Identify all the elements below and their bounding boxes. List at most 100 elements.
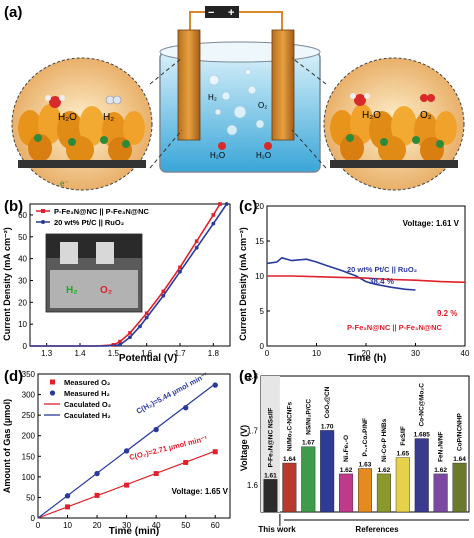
chart-e-category-label: NS/Ni₂P/CC bbox=[305, 399, 312, 435]
cell-o2-label: O₂ bbox=[258, 101, 267, 110]
electron-label: e⁻ bbox=[60, 179, 69, 188]
chart-e-category-label: CoP/NCNHP bbox=[457, 412, 464, 451]
left-product-label: H₂ bbox=[103, 112, 114, 123]
chart-e-value-label: 1.62 bbox=[340, 467, 353, 474]
chart-b: 1.3 1.4 1.5 1.6 1.7 1.8 0 10 20 30 40 50 60 H₂ O₂ P-… bbox=[2, 202, 231, 364]
chart-b-point bbox=[178, 265, 182, 270]
chart-e-bar bbox=[263, 479, 278, 513]
schematic-illustration: H₂O H₂ − + H₂ O₂ H₂O H₂O bbox=[11, 6, 465, 191]
substrate-right bbox=[330, 160, 458, 168]
chart-d-xtick-label: 20 bbox=[93, 521, 102, 530]
chart-b-xtick-label: 1.5 bbox=[108, 349, 120, 358]
panel-label-d: (d) bbox=[4, 368, 24, 385]
chart-c-series-line-0 bbox=[266, 256, 416, 291]
chart-e-category-label: P₀.₈Co₂P/NF bbox=[362, 418, 369, 457]
panel-b: (b) 1.3 1.4 1.5 1.6 1.7 1.8 0 10 20 30 40 50 60 H₂ O… bbox=[0, 196, 237, 366]
chart-d-ylabel: Amount of Gas (µmol) bbox=[2, 399, 12, 493]
chart-d-xtick-label: 0 bbox=[36, 521, 41, 530]
chart-d-legend-label: Measured H₂ bbox=[64, 389, 110, 398]
zoom-connectors bbox=[149, 57, 327, 169]
chart-d-point-o2 bbox=[212, 449, 218, 455]
chart-b-ytick-label: 20 bbox=[18, 298, 27, 307]
chart-c: 0 10 20 30 40 0 5 10 15 20 Voltage: 1.61 V 38.4 %… bbox=[238, 202, 470, 364]
chart-d-ytick-label: 50 bbox=[26, 493, 35, 502]
chart-e-bar bbox=[395, 457, 410, 513]
chart-e-bar bbox=[376, 473, 391, 513]
chart-b-point bbox=[178, 269, 182, 274]
chart-b-xlabel: Potential (V) bbox=[119, 353, 177, 364]
chart-d-xlabel: Time (min) bbox=[109, 526, 159, 537]
chart-e-bar bbox=[357, 468, 373, 513]
chart-b-point bbox=[211, 213, 216, 217]
chart-b-xtick-label: 1.3 bbox=[41, 349, 53, 358]
chart-b-point bbox=[161, 293, 166, 298]
chart-e-value-label: 1.70 bbox=[321, 423, 334, 430]
chart-c-xlabel: Time (h) bbox=[348, 353, 387, 364]
chart-b-point bbox=[118, 339, 122, 344]
cell-h2o-left-label: H₂O bbox=[210, 151, 225, 160]
panel-label-c: (c) bbox=[239, 198, 258, 215]
chart-b-plot-frame bbox=[29, 203, 231, 347]
electrolyzer-photo-inset: H₂ O₂ bbox=[45, 233, 143, 313]
chart-b-legend-marker bbox=[41, 220, 45, 224]
chart-e-bar bbox=[414, 438, 429, 513]
chart-e-category-label: FeN₃N/NF bbox=[438, 431, 445, 461]
chart-b-ytick-label: 0 bbox=[23, 342, 28, 351]
chart-c-annotation-fe: 9.2 % bbox=[437, 309, 457, 318]
chart-b-xtick-label: 1.8 bbox=[208, 349, 220, 358]
chart-b-point bbox=[218, 202, 222, 206]
chart-c-xtick-label: 20 bbox=[362, 349, 371, 358]
chart-b-point bbox=[128, 335, 132, 340]
chart-d-fit-line-2 bbox=[37, 450, 216, 519]
chart-e-category-label: Ni/Mo₂C-NCNFs bbox=[286, 402, 293, 451]
electrolyzer-cell: − + H₂ O₂ H₂O H₂O bbox=[159, 6, 321, 173]
right-reactant-label: H₂O bbox=[362, 110, 381, 121]
chart-b-point bbox=[211, 221, 216, 226]
chart-b-point bbox=[161, 289, 166, 294]
panel-d: (d) 0 10 20 30 40 50 60 0 50 100 150 200 250 300 350 M… bbox=[0, 366, 237, 538]
chart-e-bar bbox=[433, 473, 448, 513]
chart-c-xtick-label: 30 bbox=[411, 349, 420, 358]
gas-bubbles bbox=[208, 68, 265, 136]
chart-b-point bbox=[144, 315, 149, 320]
chart-d-point-h2 bbox=[212, 382, 218, 388]
chart-e-category-label: Co-NC@Mo₂C bbox=[419, 383, 426, 427]
left-magnified-view: H₂O H₂ bbox=[11, 57, 153, 191]
chart-d-xtick-label: 40 bbox=[152, 521, 161, 530]
inset-o2-label: O₂ bbox=[100, 285, 112, 296]
panel-label-b: (b) bbox=[4, 198, 24, 215]
chart-d: 0 10 20 30 40 50 60 0 50 100 150 200 250 300 350 Measu… bbox=[2, 370, 231, 537]
chart-e-value-label: 1.62 bbox=[378, 467, 391, 474]
chart-e-value-label: 1.63 bbox=[359, 461, 372, 468]
chart-b-ylabel: Current Density (mA cm⁻²) bbox=[2, 227, 12, 340]
chart-d-ytick-label: 350 bbox=[22, 370, 36, 379]
chart-b-xtick-label: 1.7 bbox=[174, 349, 186, 358]
chart-e-ylabel: Voltage (V) bbox=[239, 425, 249, 471]
inset-h2-label: H₂ bbox=[66, 285, 78, 296]
chart-d-xtick-label: 10 bbox=[63, 521, 72, 530]
chart-e-group-this-work: This work bbox=[258, 525, 296, 534]
panel-a: (a) bbox=[0, 0, 474, 196]
chart-d-legend-marker bbox=[49, 390, 56, 396]
panel-c: (c) 0 10 20 30 40 0 5 10 15 20 Voltage: 1.61 V 38… bbox=[237, 196, 474, 366]
chart-c-annotation-pt: 38.4 % bbox=[369, 277, 394, 286]
battery bbox=[205, 6, 239, 18]
chart-e-ytick-label: 1.8 bbox=[247, 372, 259, 381]
chart-d-legend-label: Measured O₂ bbox=[64, 378, 110, 387]
chart-d-xtick-label: 60 bbox=[211, 521, 220, 530]
electron-markers-right bbox=[346, 134, 444, 148]
chart-b-ytick-label: 10 bbox=[18, 320, 27, 329]
chart-d-title: Voltage: 1.65 V bbox=[172, 487, 229, 496]
chart-e-ytick-label: 1.6 bbox=[247, 481, 259, 490]
chart-d-plot-frame bbox=[37, 373, 231, 519]
panel-e: (e) 1.6 1.7 1.8 1.61 P-Fe₃N@NC NSs/IF 1.64 Ni/… bbox=[237, 366, 474, 538]
chart-b-point bbox=[224, 202, 229, 206]
chart-b-xtick-label: 1.4 bbox=[74, 349, 86, 358]
chart-d-fit-line-3 bbox=[37, 383, 216, 519]
chart-d-ytick-label: 200 bbox=[22, 432, 36, 441]
chart-d-xtick-label: 50 bbox=[181, 521, 190, 530]
cathode-electrode bbox=[177, 29, 201, 141]
chart-d-ytick-label: 300 bbox=[22, 391, 36, 400]
chart-c-ytick-label: 5 bbox=[260, 307, 265, 316]
chart-d-ytick-label: 150 bbox=[22, 452, 36, 461]
